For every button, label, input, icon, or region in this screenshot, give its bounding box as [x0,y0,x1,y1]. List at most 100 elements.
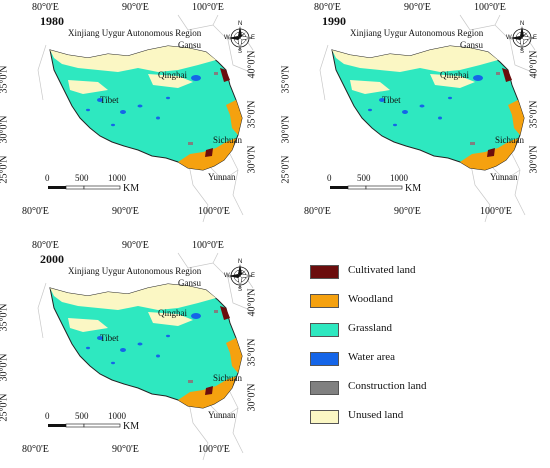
legend-item: Construction land [310,380,540,395]
water-areas [86,313,201,365]
construction-land [214,72,218,75]
map-canvas [319,14,536,223]
map-panel-1980: 1980 Xinjiang Uygur Autonomous Region Ga… [0,2,268,230]
region-label-gansu: Gansu [178,278,201,288]
y-tick-left: 30°0'N [0,115,10,144]
y-tick-left: 35°0'N [280,65,292,94]
x-tick-top: 90°0'E [122,240,149,251]
y-tick-left: 35°0'N [0,65,10,94]
region-label-sichuan: Sichuan [213,135,242,145]
legend-label: Woodland [348,293,393,305]
construction-land [496,72,500,75]
unused-land-patch [148,74,193,88]
y-tick-right: 35°0'N [528,100,540,129]
construction-land [188,142,193,145]
region-label-yunnan: Yunnan [490,172,518,182]
cultivated-land [487,148,495,157]
legend-label: Grassland [348,322,392,334]
legend-item: Woodland [310,293,540,308]
compass-w: W [506,35,512,41]
legend-label: Construction land [348,380,427,392]
unused-land-patch [430,74,475,88]
x-tick-top: 100°0'E [192,240,224,251]
scale-label: 0 [327,173,332,183]
y-tick-left: 25°0'N [0,393,10,422]
compass-n: N [238,21,243,27]
map-canvas [37,252,254,461]
construction-land [214,310,218,313]
y-tick-left: 30°0'N [280,115,292,144]
y-tick-left: 30°0'N [0,353,10,382]
scale-label: 1000 [390,173,408,183]
compass-n: N [238,259,243,265]
y-tick-right: 30°0'N [246,383,258,412]
x-tick-top: 90°0'E [122,2,149,13]
x-tick-top: 80°0'E [32,2,59,13]
legend-item: Water area [310,351,540,366]
x-tick-bottom: 90°0'E [394,206,421,217]
region-label-tibet: Tibet [382,95,401,105]
scale-label: 0 [45,173,50,183]
compass-e: E [251,273,256,279]
y-tick-right: 30°0'N [246,145,258,174]
region-label-yunnan: Yunnan [208,172,236,182]
woodland-strip [508,100,524,135]
x-tick-top: 100°0'E [474,2,506,13]
scale-unit: KM [123,183,140,194]
construction-land [470,142,475,145]
compass-e: E [251,35,256,41]
x-tick-bottom: 100°0'E [480,206,512,217]
region-label-qinghai: Qinghai [440,70,469,80]
scale-label: 0 [45,411,50,421]
compass-w: W [224,273,230,279]
x-tick-bottom: 90°0'E [112,444,139,455]
unused-land-area [50,46,216,72]
legend-swatch [310,381,339,395]
region-label-xinjiang: Xinjiang Uygur Autonomous Region [350,28,484,38]
legend-swatch [310,265,339,279]
north-arrow [228,26,253,51]
cultivated-land [502,68,512,82]
woodland-strip [226,338,242,373]
north-arrow [228,264,253,289]
compass-n: N [520,21,525,27]
y-tick-left: 25°0'N [0,155,10,184]
region-label-xinjiang: Xinjiang Uygur Autonomous Region [68,28,202,38]
scale-bar [330,185,403,190]
scale-bar [48,185,121,190]
y-tick-right: 40°0'N [528,50,540,79]
x-tick-top: 100°0'E [192,2,224,13]
unused-land-patch [148,312,193,326]
x-tick-bottom: 100°0'E [198,444,230,455]
cultivated-land [205,386,213,395]
scale-unit: KM [405,183,422,194]
unused-land-patch [68,80,108,94]
x-tick-top: 80°0'E [314,2,341,13]
region-label-gansu: Gansu [460,40,483,50]
region-label-qinghai: Qinghai [158,308,187,318]
compass-s: S [238,49,243,55]
region-label-tibet: Tibet [100,333,119,343]
panel-year: 1980 [40,14,64,28]
unused-land-patch [68,318,108,332]
legend-swatch [310,323,339,337]
cultivated-land [220,306,230,320]
x-tick-bottom: 80°0'E [22,444,49,455]
legend-item: Grassland [310,322,540,337]
region-label-sichuan: Sichuan [495,135,524,145]
x-tick-bottom: 100°0'E [198,206,230,217]
water-areas [86,75,201,127]
x-tick-bottom: 90°0'E [112,206,139,217]
legend-label: Unused land [348,409,404,421]
legend-label: Water area [348,351,396,363]
map-panel-2000: 2000 Xinjiang Uygur Autonomous Region Ga… [0,240,268,468]
legend-item: Unused land [310,409,540,424]
panel-year: 1990 [322,14,346,28]
x-tick-bottom: 80°0'E [22,206,49,217]
region-label-gansu: Gansu [178,40,201,50]
y-tick-left: 35°0'N [0,303,10,332]
region-label-sichuan: Sichuan [213,373,242,383]
woodland-strip [226,100,242,135]
compass-e: E [533,35,538,41]
cultivated-land [205,148,213,157]
